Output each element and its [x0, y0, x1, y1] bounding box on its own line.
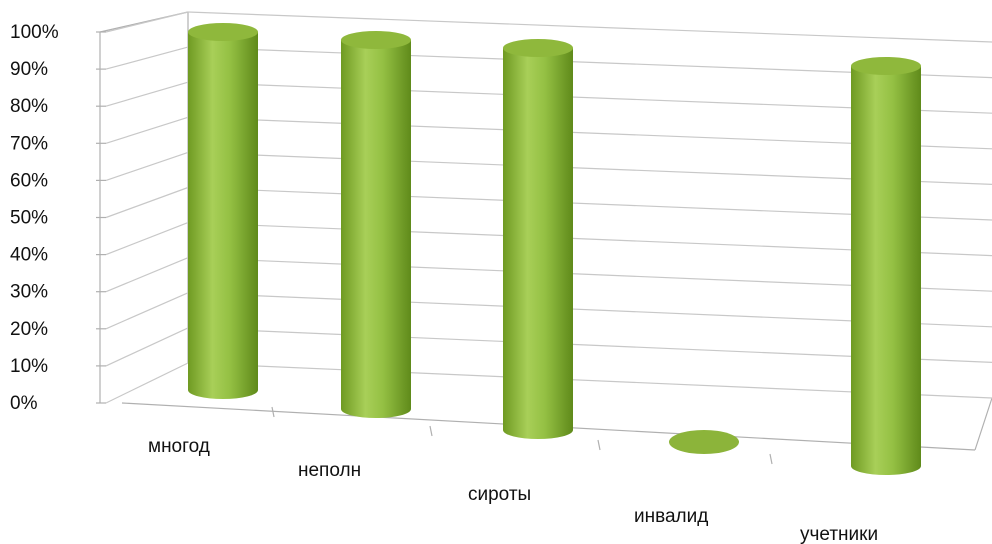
- gridline-side: [105, 327, 189, 367]
- x-tick-mark: [429, 425, 433, 437]
- gridline-side: [105, 257, 189, 293]
- category-label: учетники: [800, 524, 878, 544]
- y-tick-label: 30%: [10, 282, 48, 303]
- gridline-side: [105, 362, 189, 404]
- x-tick-mark: [597, 439, 601, 451]
- floor-right-edge: [974, 397, 992, 451]
- x-tick-mark: [271, 406, 275, 418]
- y-tick-label: 20%: [10, 319, 48, 340]
- y-tick-label: 40%: [10, 245, 48, 266]
- y-tick-label: 90%: [10, 59, 48, 80]
- cylinder-body: [503, 48, 573, 439]
- cylinder-top: [341, 31, 411, 49]
- y-tick-label: 60%: [10, 170, 48, 191]
- gridline-side: [105, 81, 189, 107]
- gridline-back: [187, 11, 992, 43]
- y-tick-label: 10%: [10, 356, 48, 377]
- bar-инвалид: [669, 430, 739, 454]
- bar-сироты: [503, 39, 573, 439]
- gridline-side: [105, 116, 189, 144]
- cylinder-body: [851, 66, 921, 475]
- y-tick-label: 0%: [10, 393, 38, 414]
- cylinder-body: [188, 32, 258, 399]
- y-tick-label: 50%: [10, 208, 48, 229]
- cylinder-top: [188, 23, 258, 41]
- y-tick-label: 100%: [10, 22, 59, 43]
- cylinder-flat-top: [669, 430, 739, 454]
- category-label: сироты: [468, 484, 531, 505]
- bar-неполн: [341, 31, 411, 418]
- y-tick-label: 80%: [10, 96, 48, 117]
- category-label: неполн: [298, 460, 361, 481]
- gridline-side: [105, 186, 189, 219]
- gridline-side: [105, 11, 189, 33]
- gridline-side: [105, 46, 189, 70]
- y-axis-ticks: 0% 10% 20% 30% 40% 50% 60% 70% 80% 90% 100%: [10, 22, 106, 414]
- category-label: инвалид: [634, 506, 708, 527]
- bars: [188, 23, 921, 475]
- x-axis-categories: многод неполн сироты инвалид учетники: [148, 406, 878, 544]
- gridline-side: [105, 292, 189, 330]
- category-label: многод: [148, 436, 210, 457]
- bar-учетники: [851, 57, 921, 475]
- cylinder-top: [503, 39, 573, 57]
- bar-многод: [188, 23, 258, 399]
- gridline-side: [105, 222, 189, 256]
- cylinder-top: [851, 57, 921, 75]
- y-tick-label: 70%: [10, 133, 48, 154]
- cylinder-body: [341, 40, 411, 418]
- gridline-side: [105, 151, 189, 181]
- x-tick-mark: [769, 453, 773, 465]
